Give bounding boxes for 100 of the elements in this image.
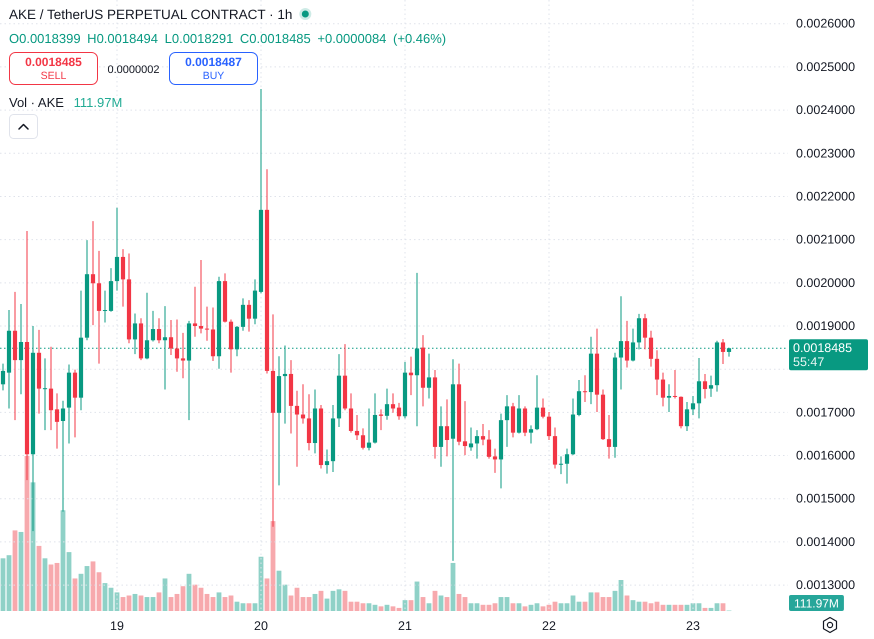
bar <box>312 594 318 611</box>
candlestick <box>354 414 360 441</box>
x-tick-label: 20 <box>254 619 268 633</box>
x-tick-label: 23 <box>686 619 700 633</box>
candlestick <box>480 424 486 446</box>
bar <box>450 562 456 611</box>
text: AKE / TetherUS PERPETUAL CONTRACT · 1h <box>9 7 292 22</box>
candlestick <box>378 408 384 431</box>
annotation: 0.0018487 <box>185 55 242 69</box>
bar <box>408 600 414 611</box>
candlestick <box>438 406 444 468</box>
y-tick-label: 0.0025000 <box>796 60 856 74</box>
candlestick <box>102 290 108 324</box>
bar <box>24 456 30 611</box>
candlestick <box>198 259 204 334</box>
bar <box>138 596 144 611</box>
y-tick-label: 0.0013000 <box>796 578 856 592</box>
bar <box>510 603 516 611</box>
candlestick <box>564 448 570 484</box>
candlestick <box>444 398 450 457</box>
candlestick <box>702 373 708 400</box>
y-tick-label: 0.0023000 <box>796 146 856 160</box>
candlestick <box>324 449 330 474</box>
candlestick <box>648 330 654 368</box>
bar <box>18 532 24 611</box>
bar <box>720 603 726 611</box>
candlestick <box>240 298 246 332</box>
bar <box>420 597 426 611</box>
bar <box>702 608 708 611</box>
candlestick <box>720 338 726 365</box>
bar <box>12 530 18 611</box>
y-tick-label: 0.0016000 <box>796 448 856 463</box>
candlestick <box>360 428 366 450</box>
candlestick <box>468 426 474 452</box>
bar <box>246 603 252 611</box>
annotation: 0.0018485 <box>25 55 82 69</box>
bar <box>522 606 528 611</box>
bar <box>444 597 450 611</box>
y-tick-label: 0.0017000 <box>796 405 856 420</box>
candlestick <box>156 318 162 344</box>
bar <box>42 558 48 611</box>
candlestick <box>606 414 612 460</box>
chart-subtitle: 111.97M <box>74 95 122 110</box>
y-tick-label: 0.0021000 <box>796 232 856 247</box>
bar <box>516 603 522 611</box>
bar <box>162 578 168 611</box>
candlestick <box>624 320 630 368</box>
candlestick <box>426 353 432 400</box>
bar <box>426 603 432 611</box>
candlestick <box>192 286 198 338</box>
bar <box>216 592 222 611</box>
candlestick <box>504 394 510 448</box>
candlestick <box>384 388 390 420</box>
candlestick <box>90 220 96 326</box>
candlestick <box>294 390 300 468</box>
bar <box>72 578 78 611</box>
y-tick-label: 0.0024000 <box>796 103 856 118</box>
candlestick <box>150 310 156 342</box>
candlestick <box>672 370 678 400</box>
candlestick <box>642 313 648 350</box>
candlestick <box>48 346 54 431</box>
candlestick <box>534 374 540 431</box>
candlestick <box>204 306 210 342</box>
annotation: 0.0000002 <box>108 64 160 76</box>
candlestick <box>528 424 534 444</box>
candlestick <box>300 384 306 424</box>
bar <box>132 594 138 611</box>
chart-title: Vol · AKE <box>9 95 64 110</box>
candlestick <box>0 363 6 391</box>
y-tick-label: 0.0020000 <box>796 276 856 290</box>
candlestick <box>576 379 582 417</box>
bar <box>186 574 192 611</box>
x-tick-label: 22 <box>542 619 556 633</box>
candlestick <box>486 430 492 460</box>
bar <box>318 590 324 611</box>
candlestick <box>246 300 252 332</box>
text: O0.0018399 H0.0018494 L0.0018291 C0.0018485 +0.0000084 (+0.46%) <box>9 31 446 46</box>
candlestick <box>492 448 498 474</box>
text: 111.97M <box>794 596 839 610</box>
bar <box>402 600 408 611</box>
bar <box>30 482 36 611</box>
bar <box>624 596 630 611</box>
candlestick <box>408 356 414 396</box>
candlestick <box>708 375 714 398</box>
candlestick <box>54 392 60 450</box>
bar <box>378 606 384 611</box>
candlestick <box>174 319 180 372</box>
bar <box>432 590 438 611</box>
ref-line-label: 0.0018485 <box>793 341 852 356</box>
annotation: BUY <box>202 70 224 82</box>
candlestick <box>396 402 402 420</box>
bar <box>156 592 162 611</box>
x-tick-label: 19 <box>110 619 124 633</box>
y-tick-label: 0.0022000 <box>796 189 856 204</box>
bar <box>36 546 42 611</box>
candlestick <box>168 319 174 356</box>
candlestick <box>462 400 468 456</box>
y-tick-label: 0.0014000 <box>796 534 856 549</box>
candlestick <box>690 395 696 416</box>
bar <box>588 592 594 611</box>
